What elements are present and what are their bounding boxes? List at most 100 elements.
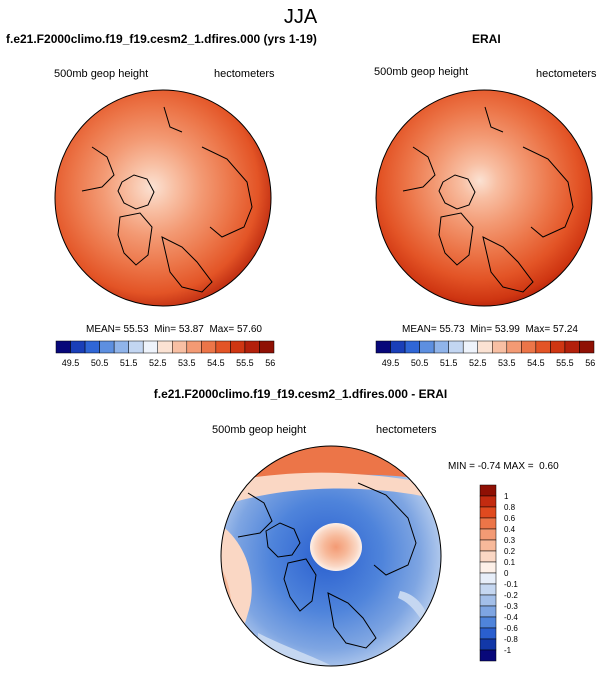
panel-left-units: hectometers — [214, 68, 275, 80]
stat-max-label: Max= — [209, 324, 235, 335]
colorbar-swatch — [157, 340, 173, 354]
colorbar-swatch — [579, 340, 595, 354]
map-right-coast-kamchatka — [484, 106, 504, 133]
colorbar-swatch — [375, 340, 391, 354]
map-diff-coast-alaska — [237, 492, 273, 538]
stat-mean-label: MEAN= — [402, 324, 437, 335]
panel-diff-units: hectometers — [376, 424, 437, 436]
map-left — [54, 89, 272, 307]
map-left-coast-greenland — [117, 212, 153, 266]
colorbar-tick-label: 0.8 — [504, 503, 516, 512]
map-right-coast-europe — [482, 236, 534, 293]
map-right-coast-archipelago — [438, 174, 476, 210]
colorbar-swatch — [215, 340, 231, 354]
map-right-coast-alaska — [402, 146, 436, 192]
colorbar-swatch — [479, 561, 497, 574]
stat-max-label: MAX = — [503, 461, 534, 472]
colorbar-tick-label: 50.5 — [411, 358, 429, 368]
colorbar-tick-label: 53.5 — [178, 358, 196, 368]
colorbar-right: 49.5 50.5 51.5 52.5 53.5 54.5 55.5 56.5 — [375, 340, 596, 368]
colorbar-tick-label: 0.3 — [504, 536, 516, 545]
colorbar-tick-label: 0.6 — [504, 514, 516, 523]
colorbar-swatch — [479, 572, 497, 585]
stat-mean-label: MEAN= — [86, 324, 121, 335]
colorbar-swatch — [479, 627, 497, 640]
colorbar-swatch — [492, 340, 508, 354]
colorbar-left: 49.5 50.5 51.5 52.5 53.5 54.5 55.5 56.5 — [55, 340, 276, 368]
map-left-coast-alaska — [81, 146, 115, 192]
panel-left-title: f.e21.F2000climo.f19_f19.cesm2_1.dfires.… — [6, 32, 317, 46]
colorbar-swatch — [113, 340, 129, 354]
colorbar-swatch — [70, 340, 86, 354]
colorbar-swatch — [128, 340, 144, 354]
stat-max-value: 0.60 — [539, 461, 559, 472]
colorbar-swatch — [479, 594, 497, 607]
colorbar-swatch — [84, 340, 100, 354]
colorbar-tick-label: 49.5 — [62, 358, 80, 368]
colorbar-tick-label: 49.5 — [382, 358, 400, 368]
stat-mean-value: 55.53 — [123, 324, 149, 335]
colorbar-tick-label: -0.3 — [504, 602, 518, 611]
colorbar-swatch — [564, 340, 580, 354]
colorbar-tick-label: -0.6 — [504, 624, 518, 633]
colorbar-tick-label: 52.5 — [149, 358, 167, 368]
stat-min-label: Min= — [154, 324, 177, 335]
colorbar-swatch — [479, 616, 497, 629]
colorbar-tick-label: -0.1 — [504, 580, 518, 589]
colorbar-tick-label: 51.5 — [440, 358, 458, 368]
colorbar-tick-label: 51.5 — [120, 358, 138, 368]
colorbar-tick-label: 56.5 — [585, 358, 596, 368]
map-left-coast-kamchatka — [163, 106, 183, 133]
colorbar-tick-label: 0 — [504, 569, 509, 578]
colorbar-swatch — [479, 583, 497, 596]
colorbar-swatch — [99, 340, 115, 354]
stat-mean-value: 55.73 — [439, 324, 465, 335]
stat-min-value: 53.99 — [494, 324, 520, 335]
map-right — [375, 89, 593, 307]
colorbar-tick-label: 54.5 — [207, 358, 225, 368]
panel-diff-stats: MIN = -0.74 MAX = 0.60 — [448, 461, 559, 472]
colorbar-swatch — [201, 340, 217, 354]
map-diff-coast-greenland — [283, 558, 317, 612]
map-diff — [220, 445, 442, 667]
stat-max-label: Max= — [525, 324, 551, 335]
panel-left-variable: 500mb geop height — [54, 68, 149, 80]
colorbar-tick-label: 52.5 — [469, 358, 487, 368]
panel-diff-variable: 500mb geop height — [212, 424, 307, 436]
colorbar-swatch — [462, 340, 478, 354]
panel-right-units: hectometers — [536, 68, 597, 80]
map-right-coast-siberia — [522, 146, 574, 238]
colorbar-swatch — [550, 340, 566, 354]
colorbar-swatch — [230, 340, 246, 354]
colorbar-swatch — [259, 340, 275, 354]
colorbar-swatch — [479, 484, 497, 497]
colorbar-swatch — [479, 495, 497, 508]
main-title: JJA — [283, 6, 318, 28]
colorbar-tick-label: -0.8 — [504, 635, 518, 644]
colorbar-tick-label: 0.2 — [504, 547, 516, 556]
colorbar-tick-label: 0.1 — [504, 558, 516, 567]
colorbar-swatch — [479, 638, 497, 651]
colorbar-swatch — [479, 550, 497, 563]
stat-min-value: 53.87 — [178, 324, 204, 335]
colorbar-swatch — [186, 340, 202, 354]
colorbar-swatch — [506, 340, 522, 354]
stat-min-label: Min= — [470, 324, 493, 335]
panel-right-title: ERAI — [472, 32, 501, 46]
colorbar-tick-label: 1 — [504, 492, 509, 501]
map-diff-positive-center — [310, 523, 362, 571]
map-left-coast-europe — [161, 236, 213, 293]
colorbar-diff: 1 0.8 0.6 0.4 0.3 0.2 0.1 0 -0.1 -0.2 -0.3 -0.4 -0.6… — [479, 484, 518, 662]
map-left-field — [55, 90, 271, 306]
colorbar-swatch — [142, 340, 158, 354]
map-diff-coast-europe — [327, 592, 377, 649]
colorbar-swatch — [479, 605, 497, 618]
colorbar-swatch — [404, 340, 420, 354]
panel-right-variable: 500mb geop height — [374, 66, 469, 78]
map-right-field — [376, 90, 592, 306]
colorbar-tick-label: 54.5 — [527, 358, 545, 368]
colorbar-swatch — [479, 539, 497, 552]
stat-max-value: 57.24 — [552, 324, 578, 335]
panel-left-stats: MEAN= 55.53 Min= 53.87 Max= 57.60 — [86, 324, 262, 335]
colorbar-tick-label: 53.5 — [498, 358, 516, 368]
